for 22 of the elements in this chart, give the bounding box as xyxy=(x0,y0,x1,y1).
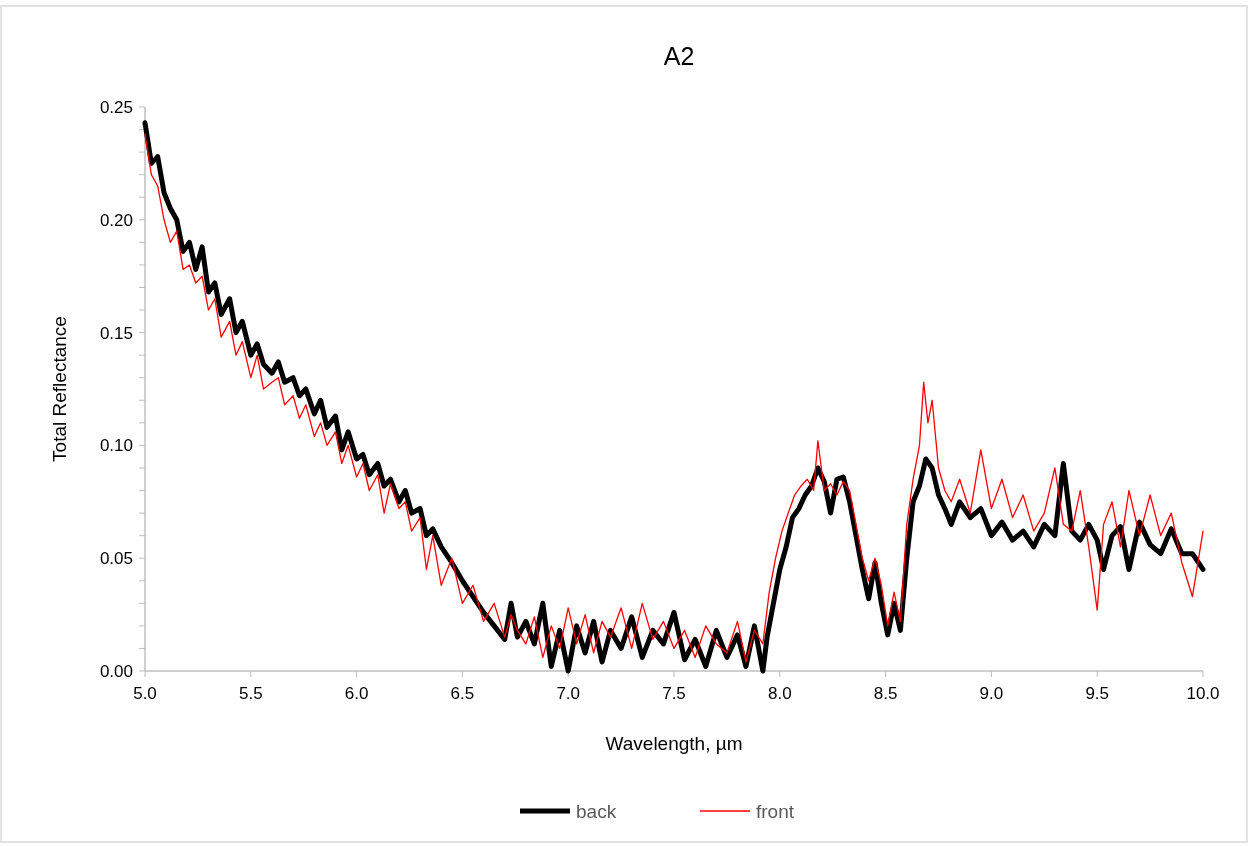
y-tick-label: 0.25 xyxy=(99,97,133,117)
legend-label: front xyxy=(756,800,795,822)
x-tick-label: 10.0 xyxy=(1186,684,1220,703)
chart-title: A2 xyxy=(663,42,695,70)
x-tick-label: 5.0 xyxy=(133,684,157,703)
x-tick-label: 7.0 xyxy=(556,684,581,703)
legend-label: back xyxy=(576,800,617,822)
y-tick-label: 0.15 xyxy=(99,323,133,343)
y-tick-label: 0.20 xyxy=(99,210,133,230)
y-axis-title: Total Reflectance xyxy=(49,316,70,462)
x-tick-label: 8.5 xyxy=(873,684,898,703)
x-axis-title: Wavelength, µm xyxy=(605,733,743,754)
x-tick-label: 9.0 xyxy=(979,684,1004,703)
x-tick-label: 8.0 xyxy=(767,684,792,703)
x-tick-label: 9.5 xyxy=(1085,684,1110,703)
y-tick-label: 0.10 xyxy=(99,436,133,456)
y-tick-label: 0.05 xyxy=(99,549,133,569)
x-tick-label: 7.5 xyxy=(662,684,686,703)
x-tick-label: 5.5 xyxy=(238,684,263,703)
x-tick-label: 6.0 xyxy=(344,684,369,703)
y-tick-label: 0.00 xyxy=(99,661,133,681)
x-tick-label: 6.5 xyxy=(450,684,475,703)
